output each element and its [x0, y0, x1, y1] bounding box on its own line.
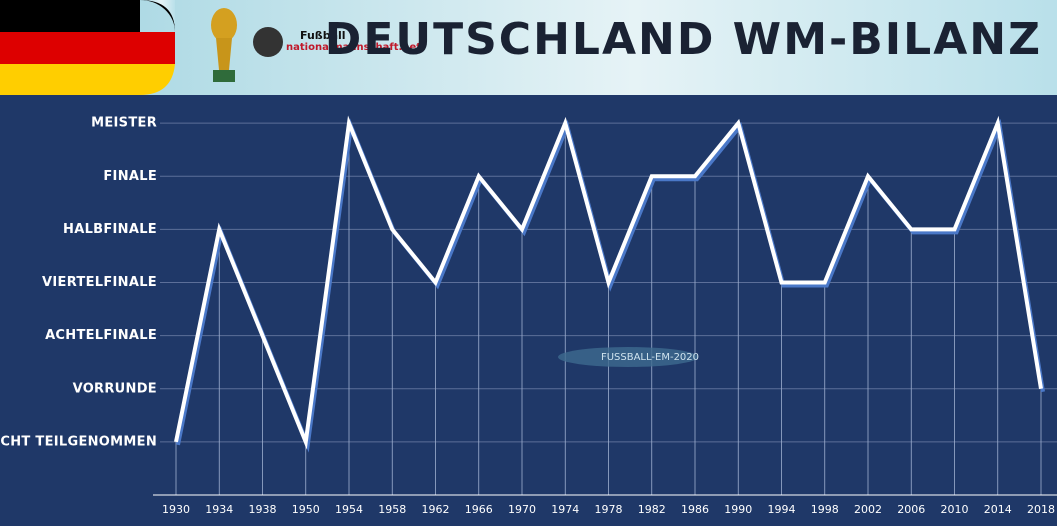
y-tick-label: Meister [91, 116, 157, 131]
x-tick-label: 1990 [724, 503, 752, 516]
y-tick-label: Halbfinale [63, 222, 157, 237]
x-tick-label: 1982 [638, 503, 666, 516]
x-tick-label: 1986 [681, 503, 709, 516]
x-tick-label: 1994 [768, 503, 796, 516]
series-line [174, 115, 1043, 450]
flag [0, 0, 175, 95]
x-tick-label: 1966 [465, 503, 493, 516]
trophy [211, 8, 237, 82]
x-tick-label: 1998 [811, 503, 839, 516]
y-tick-label: Finale [103, 169, 157, 184]
plot-bg [0, 95, 1057, 526]
x-tick-label: 1974 [551, 503, 579, 516]
x-tick-label: 1970 [508, 503, 536, 516]
logo-ball [253, 27, 283, 57]
x-tick-label: 1978 [595, 503, 623, 516]
x-tick-label: 1954 [335, 503, 363, 516]
header-bg [0, 0, 1057, 95]
chart-title: DEUTSCHLAND WM-BILANZ [325, 14, 1042, 65]
x-tick-label: 2010 [941, 503, 969, 516]
x-tick-label: 2018 [1027, 503, 1055, 516]
x-tick-label: 1950 [292, 503, 320, 516]
x-tick-label: 1934 [205, 503, 233, 516]
y-tick-label: Achtelfinale [45, 328, 157, 343]
logo-text: Fußball [300, 29, 346, 42]
x-tick-label: 2014 [984, 503, 1012, 516]
y-tick-label: Nicht teilgenommen [0, 434, 157, 449]
logo-text: nationalmannschaft.net [286, 42, 421, 53]
x-tick-label: 1938 [249, 503, 277, 516]
watermark-bg [558, 347, 698, 367]
x-tick-label: 1958 [378, 503, 406, 516]
x-tick-label: 2006 [897, 503, 925, 516]
y-tick-label: Viertelfinale [42, 275, 157, 290]
x-tick-label: 1962 [422, 503, 450, 516]
y-tick-label: Vorrunde [73, 381, 157, 396]
x-tick-label: 1930 [162, 503, 190, 516]
x-tick-label: 2002 [854, 503, 882, 516]
watermark: FUSSBALL-EM-2020 [601, 352, 699, 363]
